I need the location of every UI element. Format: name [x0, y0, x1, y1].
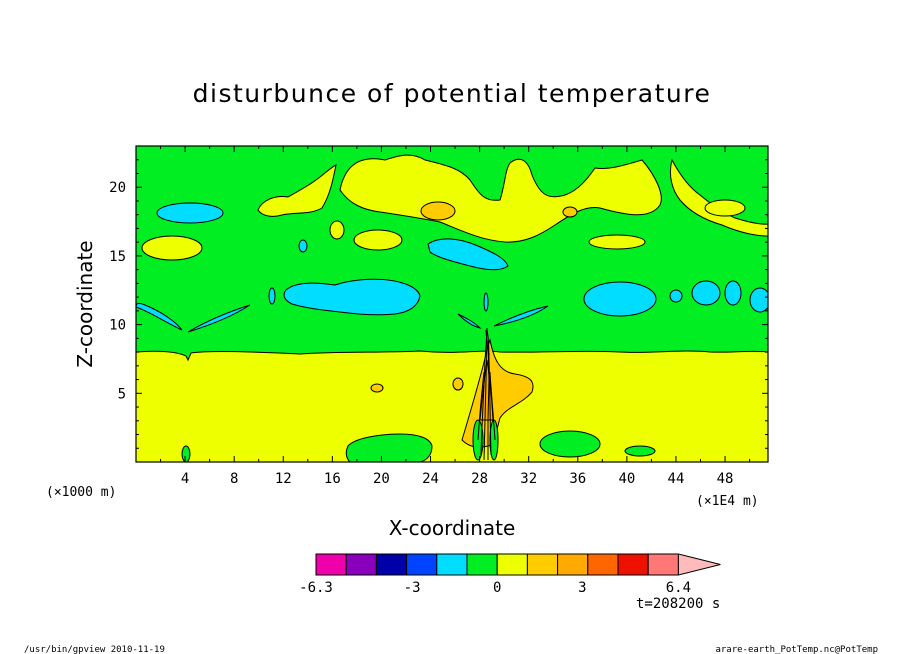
- cool-cell-10: [268, 287, 276, 305]
- upper-warm-band-left: [257, 164, 337, 217]
- cool-streak-plume-top: [483, 292, 489, 312]
- x-tick-label: 36: [569, 471, 586, 487]
- y-tick-label: 5: [118, 386, 126, 402]
- colorbar-swatch: [436, 553, 468, 576]
- x-unit-left: (×1000 m): [46, 485, 116, 500]
- y-tick-label: 15: [109, 249, 126, 265]
- warm-blob-d: [329, 220, 345, 240]
- cool-cell-6: [724, 280, 742, 306]
- plume-dense-contours: [477, 327, 496, 461]
- warm-blob-e: [704, 199, 746, 217]
- x-tick-label: 8: [230, 471, 238, 487]
- cool-surface-cell-tiny: [181, 445, 191, 462]
- x-tick-label: 24: [422, 471, 439, 487]
- x-tick-label: 44: [668, 471, 685, 487]
- cool-cell-2: [427, 238, 509, 271]
- time-label: t=208200 s: [636, 596, 720, 612]
- x-tick-label: 48: [717, 471, 734, 487]
- colorbar-swatch: [557, 553, 589, 576]
- colorbar-swatch: [526, 553, 559, 576]
- x-tick-label: 28: [471, 471, 488, 487]
- colorbar-label: -3: [404, 580, 421, 596]
- plot-area: [136, 146, 768, 462]
- warm-core-upper-small: [562, 206, 578, 218]
- cool-cell-1: [156, 202, 224, 224]
- colorbar-swatch: [466, 553, 498, 576]
- colorbar-swatch: [375, 553, 408, 576]
- plot-frame: [135, 145, 769, 463]
- cool-cell-5: [691, 280, 721, 306]
- x-tick-label: 20: [373, 471, 390, 487]
- cool-streak-mid: [187, 304, 251, 333]
- chart-title: disturbunce of potential temperature: [193, 79, 712, 108]
- colorbar-label: 6.4: [666, 580, 691, 596]
- colorbar-arrow: [677, 553, 721, 576]
- colorbar-label: 0: [493, 580, 501, 596]
- cool-surface-cell-right: [539, 430, 601, 458]
- warm-blob-c: [588, 234, 646, 250]
- warm-blob-small-b: [452, 377, 464, 391]
- y-axis-label: Z-coordinate: [73, 240, 97, 367]
- x-tick-label: 12: [275, 471, 292, 487]
- x-tick-label: 32: [520, 471, 537, 487]
- cool-streak-plume-left: [457, 313, 482, 329]
- x-tick-label: 4: [181, 471, 189, 487]
- colorbar-label: -6.3: [299, 580, 333, 596]
- upper-warm-band: [339, 154, 662, 243]
- footer-right: arare-earth_PotTemp.nc@PotTemp: [715, 645, 878, 654]
- colorbar-swatch: [406, 553, 438, 576]
- cool-cell-8: [669, 289, 683, 303]
- warm-blob-small-a: [370, 383, 384, 393]
- colorbar: -6.3 -3 0 3 6.4: [299, 553, 721, 596]
- colorbar-swatch: [617, 553, 649, 576]
- cool-cell-9: [298, 239, 308, 253]
- footer-left: /usr/bin/gpview 2010-11-19: [24, 645, 165, 654]
- cool-cell-7: [749, 287, 768, 313]
- colorbar-swatch: [647, 553, 679, 576]
- warm-blob-a: [141, 235, 203, 261]
- lower-warm-layer: [136, 350, 768, 462]
- cool-surface-cell-left: [345, 433, 433, 462]
- warm-core-upper: [420, 201, 456, 221]
- cool-streak-left: [136, 302, 183, 331]
- colorbar-swatch: [496, 553, 528, 576]
- colorbar-swatch: [315, 553, 347, 576]
- colorbar-swatch: [345, 553, 377, 576]
- cool-streak-right: [493, 305, 549, 327]
- x-tick-label: 16: [324, 471, 341, 487]
- cool-cell-4: [583, 281, 657, 317]
- x-axis-label: X-coordinate: [389, 516, 516, 540]
- upper-warm-band-right: [669, 158, 768, 237]
- warm-blob-b: [353, 229, 403, 251]
- y-tick-label: 20: [109, 180, 126, 196]
- cool-cell-3: [283, 278, 421, 316]
- colorbar-swatch: [587, 553, 619, 576]
- y-tick-label: 10: [109, 318, 126, 334]
- cool-surface-cell-small: [624, 445, 656, 457]
- x-tick-label: 40: [618, 471, 635, 487]
- colorbar-label: 3: [578, 580, 586, 596]
- x-unit-right: (×1E4 m): [696, 494, 759, 509]
